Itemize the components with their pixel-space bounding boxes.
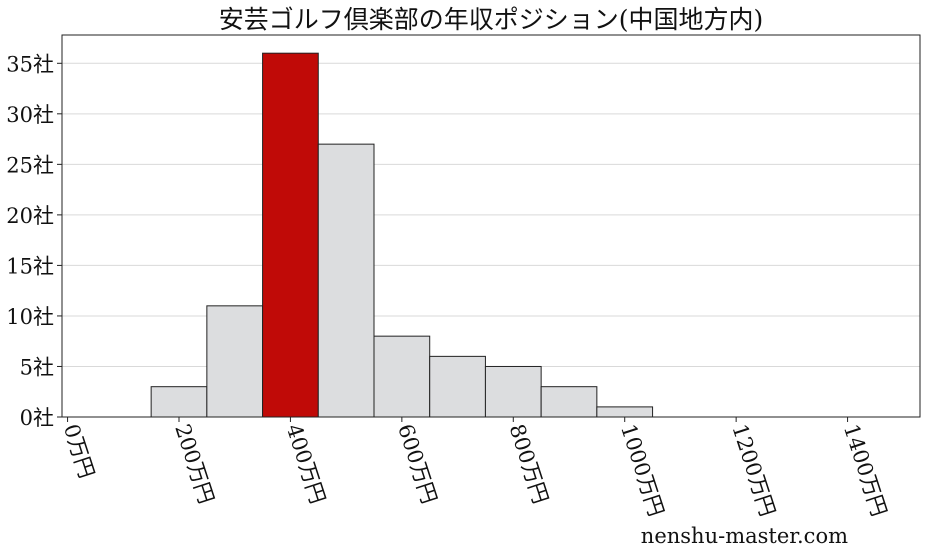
- bars: [150, 52, 654, 418]
- histogram-bar: [484, 365, 542, 418]
- histogram-bar: [150, 386, 208, 418]
- histogram-bar: [317, 143, 375, 418]
- histogram-bar: [596, 406, 654, 418]
- x-tick-label: 0万円: [59, 421, 99, 481]
- watermark-text: nenshu-master.com: [641, 524, 848, 548]
- histogram-bar: [429, 355, 486, 418]
- x-tick-label: 1400万円: [839, 421, 891, 519]
- grid-lines: [62, 62, 920, 367]
- x-tick-label: 1200万円: [727, 421, 779, 519]
- y-tick-label: 30社: [6, 103, 54, 127]
- histogram-bar: [373, 335, 431, 418]
- histogram-bar-highlight: [262, 52, 319, 418]
- x-axis: 0万円 200万円 400万円 600万円 800万円 1000万円 1200万円 1400万…: [59, 417, 891, 519]
- plot-frame: [61, 34, 921, 418]
- y-tick-label: 10社: [6, 305, 54, 329]
- y-tick-label: 0社: [20, 406, 54, 430]
- x-tick-label: 800万円: [505, 421, 553, 506]
- chart-title: 安芸ゴルフ倶楽部の年収ポジション(中国地方内): [219, 5, 764, 34]
- y-axis: 0社 5社 10社 15社 20社 25社 30社 35社: [6, 52, 62, 430]
- y-tick-label: 35社: [6, 52, 54, 76]
- histogram-bar: [206, 305, 264, 418]
- x-tick-label: 400万円: [282, 421, 330, 506]
- y-tick-label: 20社: [6, 204, 54, 228]
- y-tick-label: 5社: [20, 355, 54, 379]
- x-tick-label: 1000万円: [616, 421, 668, 519]
- y-tick-label: 25社: [6, 153, 54, 177]
- y-tick-label: 15社: [6, 254, 54, 278]
- x-tick-label: 200万円: [170, 421, 218, 506]
- x-tick-label: 600万円: [393, 421, 441, 506]
- histogram-bar: [540, 386, 598, 418]
